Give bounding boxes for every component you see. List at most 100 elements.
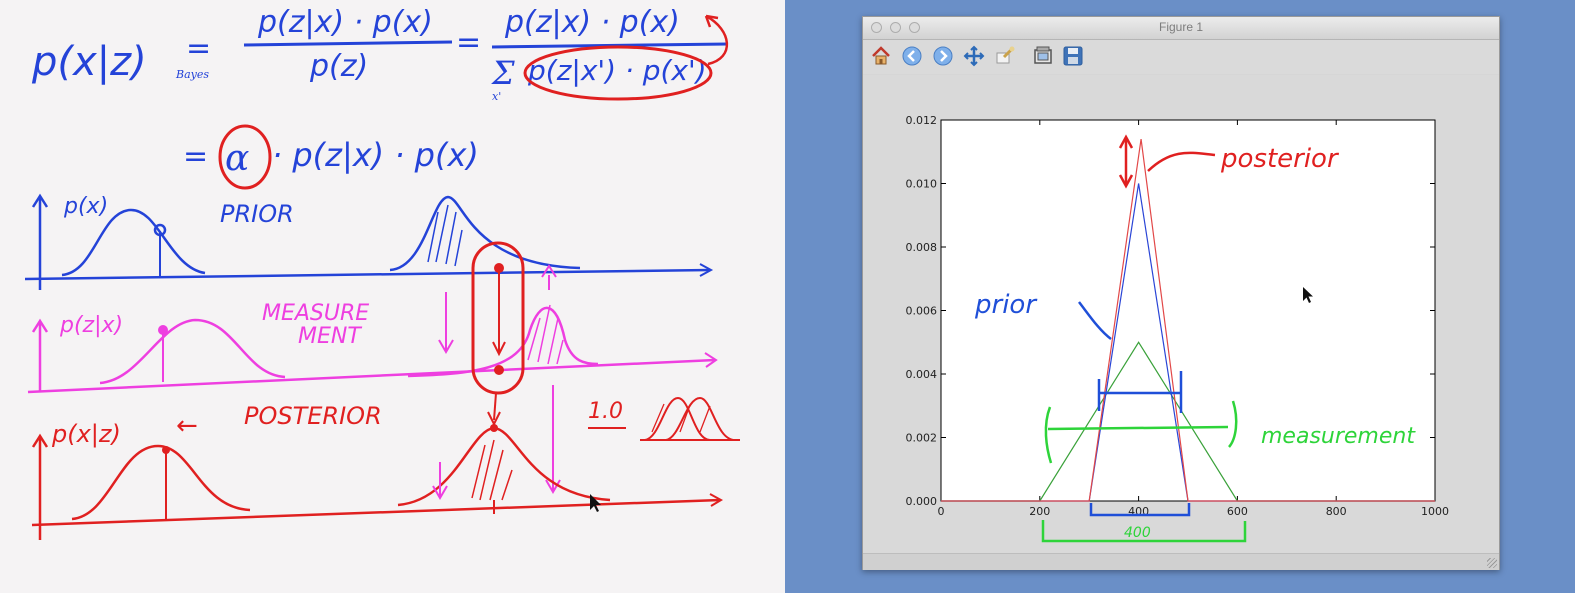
normalized-hatching xyxy=(651,403,711,433)
posterior-x-arrowhead xyxy=(709,493,724,507)
y-tick-label: 0.012 xyxy=(906,114,938,127)
y-tick-label: 0.006 xyxy=(906,305,938,318)
whiteboard-cursor-icon xyxy=(590,494,601,512)
sum-symbol: Σ xyxy=(491,54,515,92)
loop-bottom-dot xyxy=(494,365,504,375)
minimize-window-button[interactable] xyxy=(890,22,901,33)
pan-icon xyxy=(963,45,985,67)
measurement-hatching xyxy=(527,304,564,365)
line2-rest: · p(z|x) · p(x) xyxy=(272,136,479,174)
home-button[interactable] xyxy=(869,44,893,68)
series-layer xyxy=(941,138,1435,502)
posterior-annotation: posterior xyxy=(1118,134,1340,189)
measurement-axis-label: p(z|x) xyxy=(59,313,123,338)
posterior-annotation-label: posterior xyxy=(1220,144,1340,174)
x-tick-label: 800 xyxy=(1326,505,1347,518)
prior-marker-dot xyxy=(153,223,167,237)
figure-canvas[interactable]: 0 200 400 600 800 1000 0.000 0.002 0.004 0.006 0.0… xyxy=(863,75,1499,553)
posterior-hatching xyxy=(471,439,513,501)
x-tick-label: 600 xyxy=(1227,505,1248,518)
measurement-up-arrowhead xyxy=(541,264,557,278)
plot-axes-frame xyxy=(940,119,1436,502)
posterior-marker-dot xyxy=(162,446,170,454)
whiteboard-panel: p(x|z) = Bayes p(z|x) · p(x) p(z) = p(z|… xyxy=(0,0,785,593)
measurement-y-arrowhead xyxy=(31,318,49,333)
alpha-circle xyxy=(218,124,272,190)
prior-x-axis xyxy=(24,268,711,281)
save-button[interactable] xyxy=(1061,44,1085,68)
whiteboard-drawing: p(x|z) = Bayes p(z|x) · p(x) p(z) = p(z|… xyxy=(24,5,740,540)
to-posterior-arrow xyxy=(493,392,497,421)
back-icon xyxy=(902,46,922,66)
bayes-subscript: Bayes xyxy=(175,68,209,81)
alpha-symbol: α xyxy=(225,138,249,179)
measurement-annotation: measurement 400 xyxy=(1041,400,1416,543)
measurement-marker-dot xyxy=(158,325,168,335)
equals-2: = xyxy=(456,25,481,60)
denominator-circle xyxy=(523,45,713,101)
back-button[interactable] xyxy=(900,44,924,68)
subplots-icon xyxy=(1034,46,1052,64)
posterior-y-arrowhead xyxy=(31,433,49,448)
home-icon xyxy=(872,46,890,65)
series-line-2 xyxy=(941,138,1435,502)
figure-toolbar xyxy=(863,40,1499,74)
prior-axis-label: p(x) xyxy=(63,194,108,219)
posterior-left-arrow: ← xyxy=(176,411,198,441)
measurement-word-2: MENT xyxy=(298,324,362,349)
posterior-peak-dot xyxy=(490,424,498,432)
measurement-x-axis xyxy=(27,358,716,394)
forward-icon xyxy=(933,46,953,66)
y-tick-label: 0.004 xyxy=(906,368,938,381)
plot-cursor-icon xyxy=(1303,287,1313,303)
window-title: Figure 1 xyxy=(1158,20,1204,34)
measurement-down-arrowhead-1 xyxy=(438,339,454,354)
prior-hatching xyxy=(427,204,463,267)
ticks-layer: 0 200 400 600 800 10000.0000.0020.0040.0060.0… xyxy=(906,114,1450,518)
plot-svg[interactable]: 0 200 400 600 800 1000 0.000 0.002 0.004 0.006 0.0… xyxy=(863,75,1499,553)
x-tick-label: 200 xyxy=(1029,505,1050,518)
fraction1-bar xyxy=(243,40,453,47)
width-annotation-label: 400 xyxy=(1124,525,1151,541)
close-window-button[interactable] xyxy=(871,22,882,33)
fraction1-numerator: p(z|x) · p(x) xyxy=(257,5,433,40)
resize-grip[interactable] xyxy=(1487,558,1497,568)
prior-curve-right xyxy=(389,195,581,272)
bayes-equals: = xyxy=(186,31,211,66)
y-tick-label: 0.000 xyxy=(906,495,938,508)
loop-top-dot xyxy=(494,263,504,273)
figure-window: Figure 1 xyxy=(862,16,1500,570)
posterior-axis-label: p(x|z) xyxy=(51,420,121,448)
bayes-lhs: p(x|z) xyxy=(31,39,147,85)
selection-loop xyxy=(471,241,525,395)
fraction2-bar xyxy=(491,42,729,49)
prior-x-arrowhead xyxy=(699,263,714,277)
fraction2-numerator: p(z|x) · p(x) xyxy=(504,5,680,40)
zoom-icon xyxy=(996,46,1015,64)
subplots-button[interactable] xyxy=(1031,44,1055,68)
measurement-word-1: MEASURE xyxy=(262,301,369,326)
y-tick-label: 0.010 xyxy=(906,178,938,191)
line2-equals: = xyxy=(183,139,208,174)
zoom-button[interactable] xyxy=(993,44,1017,68)
y-tick-label: 0.008 xyxy=(906,241,938,254)
normalized-curve-2 xyxy=(665,396,736,441)
status-bar xyxy=(863,553,1499,570)
forward-button[interactable] xyxy=(931,44,955,68)
y-tick-label: 0.002 xyxy=(906,432,938,445)
posterior-word: POSTERIOR xyxy=(244,402,382,430)
prior-word: PRIOR xyxy=(220,200,294,228)
curved-red-arrow xyxy=(705,14,729,66)
x-tick-label: 1000 xyxy=(1421,505,1449,518)
title-bar[interactable]: Figure 1 xyxy=(863,17,1499,40)
curved-red-arrowhead xyxy=(704,14,719,28)
zoom-window-button[interactable] xyxy=(909,22,920,33)
posterior-pink-arrowhead xyxy=(432,485,448,500)
prior-annotation: prior xyxy=(974,290,1183,413)
posterior-curve-left xyxy=(71,444,251,521)
sum-subscript: x' xyxy=(492,90,501,103)
pan-button[interactable] xyxy=(962,44,986,68)
prior-curve-left xyxy=(61,208,206,277)
measurement-x-arrowhead xyxy=(704,352,718,368)
measurement-curve-left xyxy=(99,318,286,385)
